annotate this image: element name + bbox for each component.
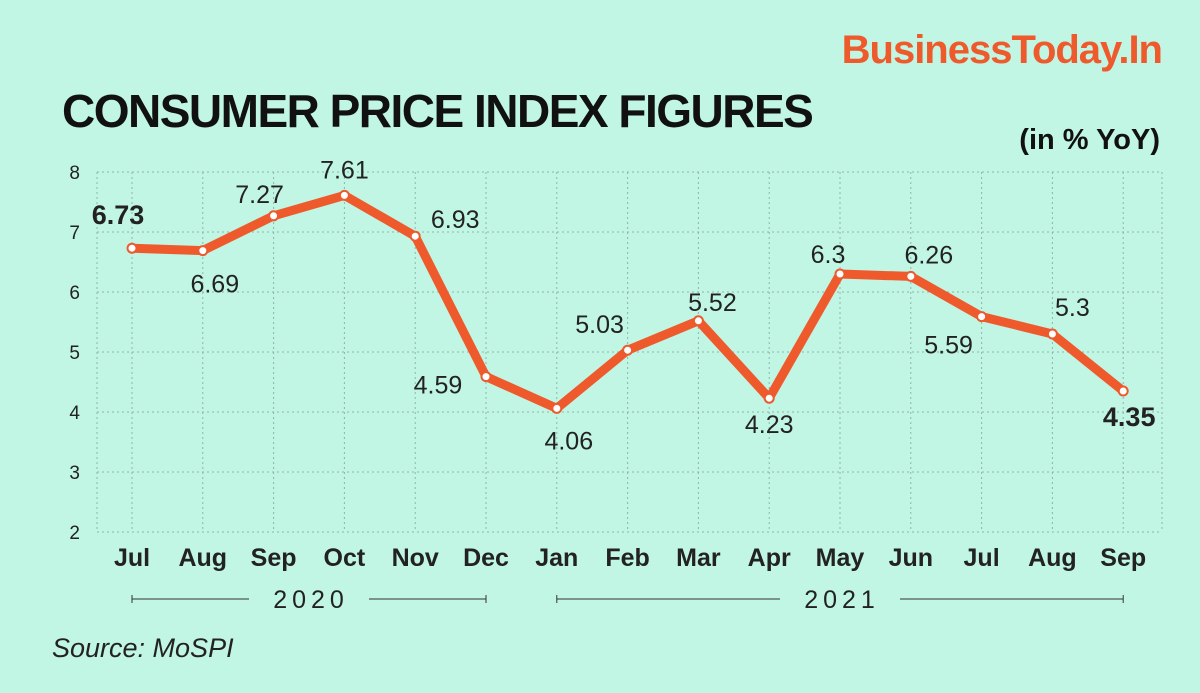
data-label: 6.73 xyxy=(92,200,145,230)
x-tick-label: Jan xyxy=(535,544,578,572)
year-label: 2020 xyxy=(273,586,349,614)
data-points xyxy=(126,189,1129,414)
x-tick-label: Dec xyxy=(463,544,509,572)
data-label: 5.03 xyxy=(575,311,624,339)
data-label: 5.3 xyxy=(1055,294,1090,322)
x-tick-label: Apr xyxy=(748,544,791,572)
y-tick-label: 3 xyxy=(69,463,80,484)
data-label: 4.59 xyxy=(414,372,463,400)
data-labels: 6.73 6.69 7.27 7.61 6.93 4.59 4.06 5.03 5.52 4.23… xyxy=(92,156,1156,455)
chart-title: CONSUMER PRICE INDEX FIGURES xyxy=(62,85,814,137)
data-label: 4.35 xyxy=(1103,402,1156,432)
data-point xyxy=(905,270,917,282)
data-point xyxy=(763,392,775,404)
x-tick-label: May xyxy=(816,544,865,572)
y-tick-label: 4 xyxy=(69,403,80,424)
y-tick-label: 5 xyxy=(69,343,80,364)
x-tick-label: Aug xyxy=(1028,544,1077,572)
y-tick-label: 2 xyxy=(69,523,80,544)
data-point xyxy=(976,311,988,323)
data-label: 7.27 xyxy=(235,181,284,209)
y-axis: 2 3 4 5 6 7 8 xyxy=(69,163,80,544)
data-point xyxy=(197,245,209,257)
data-label: 6.26 xyxy=(904,241,953,269)
y-tick-label: 8 xyxy=(69,163,80,184)
data-point xyxy=(480,371,492,383)
data-point xyxy=(834,268,846,280)
data-label: 6.3 xyxy=(811,241,846,269)
x-tick-label: Oct xyxy=(324,544,366,572)
data-point xyxy=(1117,385,1129,397)
x-axis: Jul Aug Sep Oct Nov Dec Jan Feb Mar Apr May Jun Jul A… xyxy=(114,544,1146,572)
x-tick-label: Feb xyxy=(605,544,649,572)
data-label: 4.06 xyxy=(544,427,593,455)
data-point xyxy=(1046,328,1058,340)
data-point xyxy=(268,210,280,222)
y-tick-label: 6 xyxy=(69,283,80,304)
x-tick-label: Aug xyxy=(178,544,227,572)
year-label: 2021 xyxy=(804,586,880,614)
x-tick-label: Nov xyxy=(392,544,439,572)
data-point xyxy=(692,315,704,327)
x-tick-label: Sep xyxy=(251,544,297,572)
x-tick-label: Jul xyxy=(964,544,1000,572)
x-tick-label: Jul xyxy=(114,544,150,572)
year-brackets: 2020 2021 xyxy=(131,586,1124,614)
source-note: Source: MoSPI xyxy=(52,633,234,663)
data-label: 5.59 xyxy=(924,332,973,360)
grid-layer xyxy=(96,171,1163,533)
unit-label: (in % YoY) xyxy=(1019,124,1160,156)
data-label: 6.93 xyxy=(431,206,480,234)
data-label: 7.61 xyxy=(320,156,369,184)
data-point xyxy=(126,242,138,254)
data-point xyxy=(338,189,350,201)
data-point xyxy=(622,344,634,356)
x-tick-label: Sep xyxy=(1100,544,1146,572)
x-tick-label: Jun xyxy=(889,544,933,572)
data-point xyxy=(551,402,563,414)
data-label: 6.69 xyxy=(190,271,239,299)
x-tick-label: Mar xyxy=(676,544,721,572)
data-label: 5.52 xyxy=(688,289,737,317)
data-label: 4.23 xyxy=(745,411,794,439)
brand-logo: BusinessToday.In xyxy=(841,28,1163,72)
data-point xyxy=(409,230,421,242)
y-tick-label: 7 xyxy=(69,223,80,244)
